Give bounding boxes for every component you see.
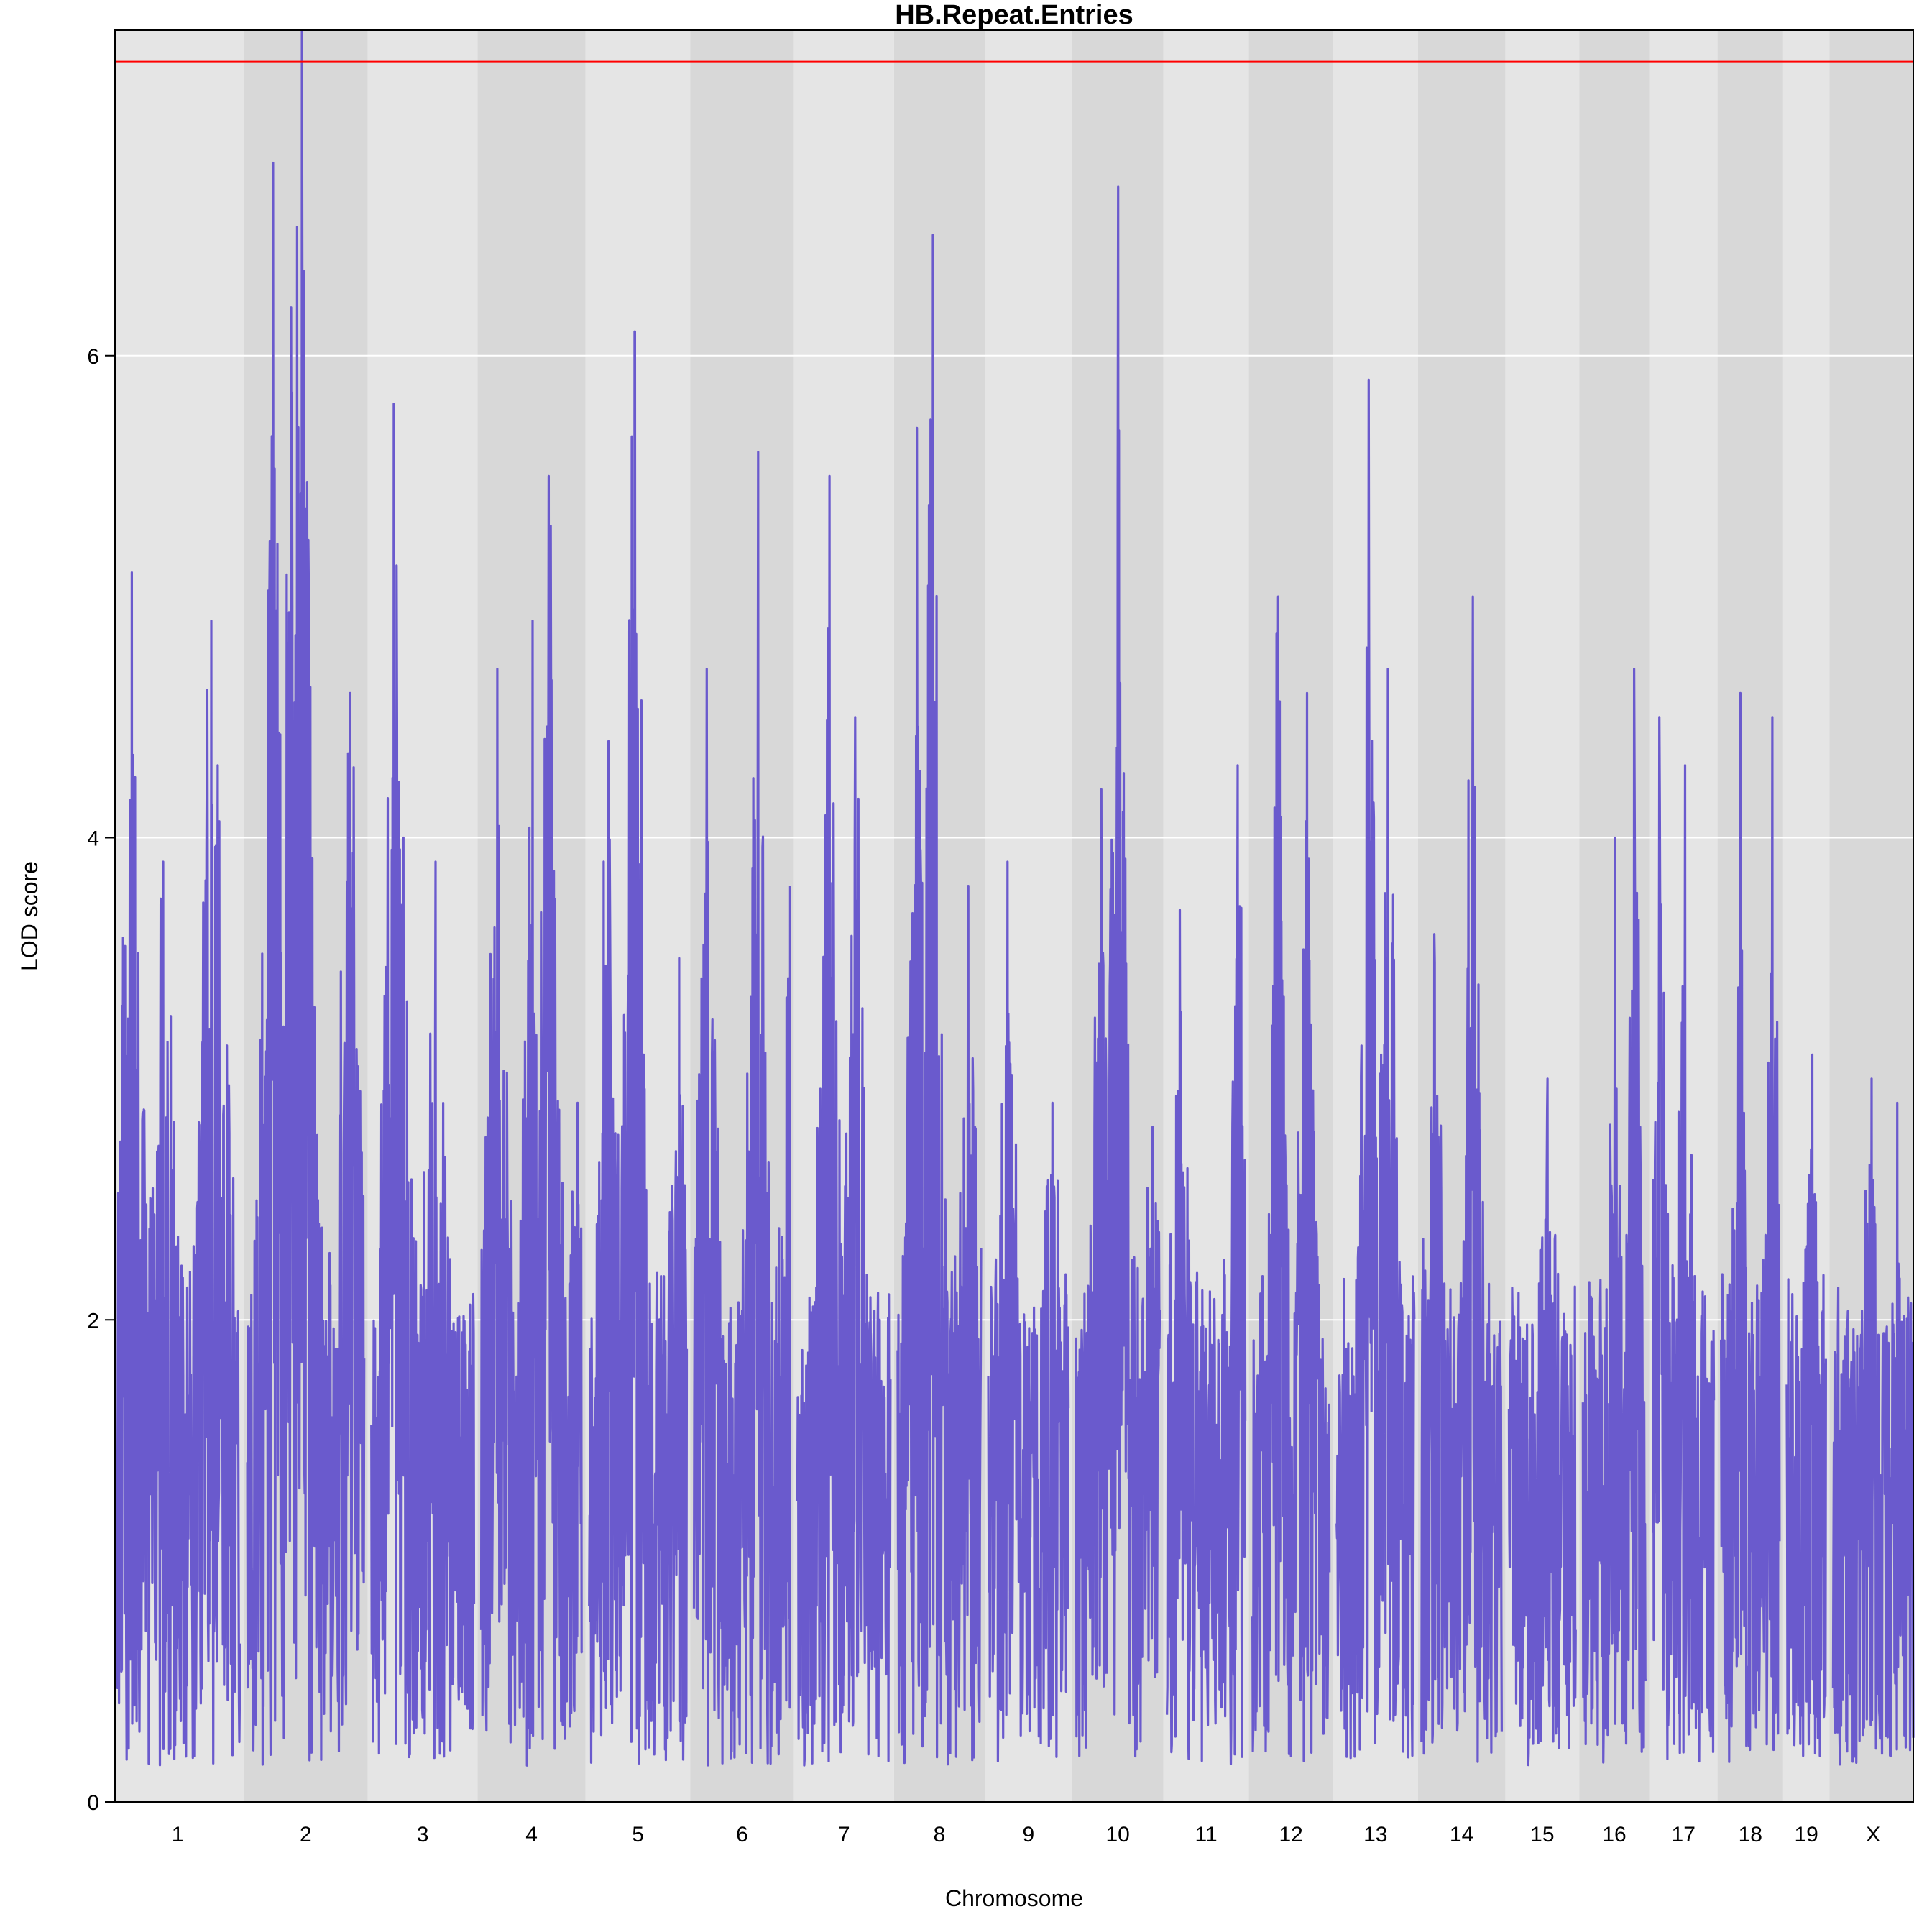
lod-line-chr-x [1831,1077,1915,1766]
x-tick-label: 13 [1363,1823,1387,1846]
lod-line-chr-4 [479,474,584,1767]
x-tick-label: 11 [1195,1823,1218,1846]
x-tick-label: 3 [417,1823,429,1846]
lod-line-chr-18 [1720,691,1781,1763]
lod-line-chr-19 [1785,1053,1827,1757]
x-tick-label: 14 [1450,1823,1473,1846]
x-tick-label: 18 [1739,1823,1762,1846]
x-tick-label: 9 [1022,1823,1034,1846]
x-tick-label: 10 [1105,1823,1129,1846]
x-tick-label: 7 [838,1823,850,1846]
x-tick-label: 6 [736,1823,748,1846]
x-tick-label: 17 [1672,1823,1696,1846]
x-axis-ticks: 1 2 3 4 5 6 7 8 9 10 11 12 13 14 15 16 17 18 19 X [172,1823,1880,1846]
x-tick-label: X [1866,1823,1880,1846]
lod-line-chr-16 [1581,668,1647,1764]
x-tick-label: 12 [1279,1823,1302,1846]
y-tick-label: 4 [87,827,99,851]
lod-series [114,29,1915,1767]
y-tick-label: 6 [87,345,99,369]
lod-line-chr-14 [1420,595,1503,1763]
x-tick-label: 2 [300,1823,312,1846]
lod-line-chr-6 [692,451,792,1767]
lod-line-chr-9 [987,860,1070,1762]
lod-line-chr-1 [114,571,242,1767]
lod-line-chr-12 [1251,595,1331,1762]
lod-line-chr-2 [246,29,366,1766]
lod-line-chr-7 [796,474,892,1767]
x-tick-label: 1 [172,1823,184,1846]
y-tick-label: 2 [87,1309,99,1333]
lod-line-chr-10 [1074,185,1162,1758]
lod-line-chr-15 [1507,1077,1577,1767]
x-tick-label: 5 [632,1823,644,1846]
lod-line-chr-11 [1166,764,1247,1765]
x-axis-label: Chromosome [945,1885,1083,1911]
x-tick-label: 8 [934,1823,946,1846]
x-tick-label: 15 [1530,1823,1554,1846]
lod-line-chr-3 [370,402,476,1760]
y-axis-ticks: 0 2 4 6 [87,345,115,1815]
lod-line-chr-8 [896,234,983,1766]
lod-line-chr-17 [1652,716,1716,1763]
lod-line-chr-5 [588,330,689,1765]
y-axis-label: LOD score [17,861,42,971]
x-tick-label: 4 [525,1823,538,1846]
lod-line-chr-13 [1335,378,1416,1760]
plot-frame [114,29,1914,1803]
x-tick-label: 19 [1794,1823,1818,1846]
y-tick-label: 0 [87,1791,99,1815]
chart-title: HB.Repeat.Entries [895,0,1133,30]
x-tick-label: 16 [1602,1823,1626,1846]
